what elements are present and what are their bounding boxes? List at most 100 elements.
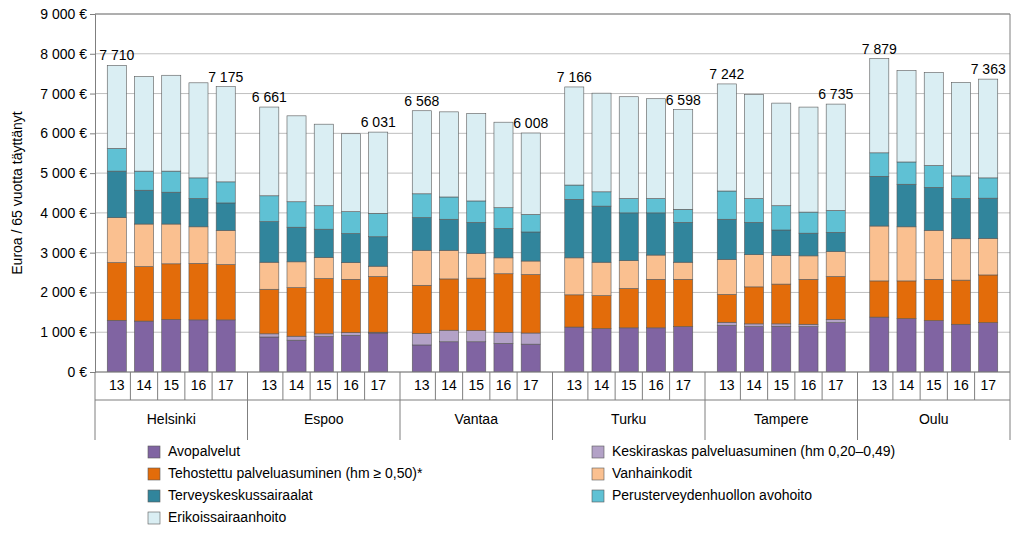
bar-segment [412,218,431,251]
bar-segment [260,337,279,372]
bar-segment [521,261,540,275]
bar-segment [412,250,431,285]
year-separator [587,372,588,400]
bar-segment [799,212,818,233]
bar-segment [216,265,235,320]
chart-svg: 0 €1 000 €2 000 €3 000 €4 000 €5 000 €6 … [0,0,1023,533]
legend-swatch [592,468,604,480]
y-tick: 8 000 € [40,46,95,62]
bar-segment [799,324,818,326]
bar-segment [134,190,153,224]
group-label: Oulu [919,411,949,427]
total-label: 7 242 [709,66,744,82]
x-tick-label: 16 [953,377,969,393]
bar-segment [494,333,513,344]
bar-segment [897,184,916,227]
bar-segment [287,262,306,288]
group-separator [247,372,248,440]
legend-item: Erikoissairaanhoito [148,509,286,525]
bar-segment [799,233,818,256]
chart-container: 0 €1 000 €2 000 €3 000 €4 000 €5 000 €6 … [0,0,1023,533]
total-label: 7 879 [862,41,897,57]
bar-segment [924,166,943,188]
y-tick-label: 1 000 € [40,324,87,340]
bar-segment [870,281,889,317]
y-tick-mark [90,14,95,15]
legend-swatch [148,512,160,524]
bar-segment [619,328,638,372]
x-axis-line [95,372,1010,373]
bar-segment [744,222,763,254]
bar-segment [826,211,845,233]
year-separator [892,372,893,400]
bar-segment [162,75,181,171]
group-label: Turku [611,411,646,427]
x-tick-label: 13 [414,377,430,393]
total-label: 6 661 [252,89,287,105]
bar-segment [799,107,818,212]
group-label: Helsinki [147,411,196,427]
bar-segment [260,196,279,222]
bar-segment [189,199,208,227]
bar-segment [287,336,306,340]
group-label: Vantaa [455,411,499,427]
legend-item: Terveyskeskussairaalat [148,487,313,503]
x-tick-labels: 1314151617131415161713141516171314151617… [109,377,996,393]
bars [107,59,997,372]
x-tick-label: 15 [926,377,942,393]
series [107,171,997,266]
year-separator [157,372,158,400]
bar-segment [592,296,611,329]
bar-segment [521,275,540,333]
bar-segment [467,278,486,331]
bar-segment [412,194,431,218]
bar-segment [439,112,458,197]
x-tick-label: 14 [136,377,152,393]
series [107,218,997,296]
total-label: 6 008 [513,115,548,131]
x-tick-label: 16 [801,377,817,393]
bar-segment [341,279,360,332]
total-label: 6 568 [404,93,439,109]
y-tick: 5 000 € [40,165,95,181]
bar-segment [216,230,235,264]
y-tick-label: 4 000 € [40,205,87,221]
x-tick-label: 17 [980,377,996,393]
y-tick-mark [90,213,95,214]
bar-segment [565,258,584,295]
group-label: Espoo [304,411,344,427]
bar-segment [369,132,388,213]
bar-segment [467,342,486,372]
bar-segment [467,331,486,342]
legend-label: Perusterveydenhuollon avohoito [612,487,812,503]
bar-segment [772,284,791,324]
x-tick-label: 17 [370,377,386,393]
bar-segment [107,320,126,372]
y-tick-label: 7 000 € [40,86,87,102]
bar-segment [134,224,153,267]
bar-segment [619,288,638,327]
bar-segment [897,319,916,372]
frame-top [95,14,1010,15]
bar-segment [717,191,736,219]
bar-segment [870,59,889,153]
bar-segment [216,203,235,230]
x-tick-label: 14 [899,377,915,393]
x-tick-label: 15 [621,377,637,393]
bar-segment [772,230,791,255]
bar-segment [979,275,998,323]
year-separator [767,372,768,400]
x-tick-label: 15 [163,377,179,393]
bar-segment [744,255,763,287]
bar-segment [314,124,333,206]
bar-segment [870,226,889,281]
bar-segment [287,202,306,227]
y-tick: 7 000 € [40,86,95,102]
legend-swatch [148,446,160,458]
y-tick-label: 3 000 € [40,245,87,261]
group-separator [400,372,401,440]
bar-segment [674,222,693,262]
bar-segment [772,324,791,326]
bar-segment [521,344,540,372]
x-tick-label: 17 [218,377,234,393]
